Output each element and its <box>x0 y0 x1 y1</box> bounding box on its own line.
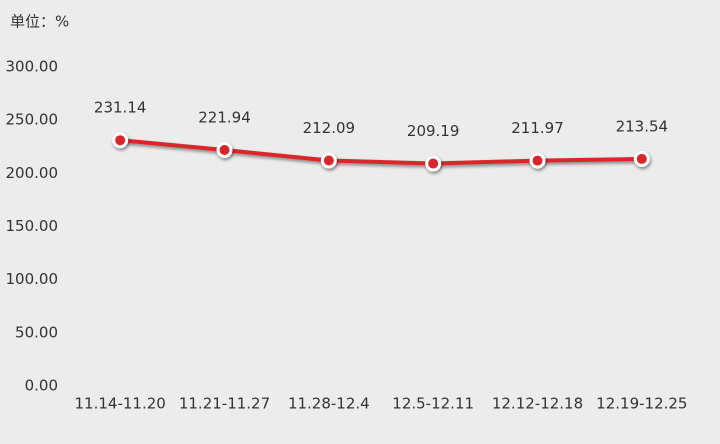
data-label: 213.54 <box>616 117 669 135</box>
point <box>323 155 334 166</box>
x-tick-label: 11.28-12.4 <box>288 395 370 413</box>
x-tick-label: 12.12-12.18 <box>492 395 583 413</box>
data-label: 209.19 <box>407 122 460 140</box>
data-label: 211.97 <box>511 119 564 137</box>
y-tick-label: 300.00 <box>6 58 59 76</box>
point <box>532 155 543 166</box>
line <box>119 138 642 166</box>
y-axis-unit: 单位：% <box>10 13 69 31</box>
point <box>636 153 647 164</box>
y-tick-label: 150.00 <box>6 217 59 235</box>
point <box>428 158 439 169</box>
data-label: 212.09 <box>303 119 356 137</box>
x-tick-label: 12.19-12.25 <box>596 395 687 413</box>
data-label: 231.14 <box>94 99 147 117</box>
data-label: 221.94 <box>198 109 251 127</box>
y-tick-label: 0.00 <box>25 377 58 395</box>
point <box>115 135 126 146</box>
x-tick-label: 12.5-12.11 <box>392 395 474 413</box>
x-tick-label: 11.14-11.20 <box>75 395 166 413</box>
y-tick-label: 100.00 <box>6 270 59 288</box>
y-tick-label: 50.00 <box>15 323 58 341</box>
point <box>219 145 230 156</box>
x-tick-label: 11.21-11.27 <box>179 395 270 413</box>
y-tick-label: 200.00 <box>6 164 59 182</box>
y-tick-label: 250.00 <box>6 111 59 129</box>
